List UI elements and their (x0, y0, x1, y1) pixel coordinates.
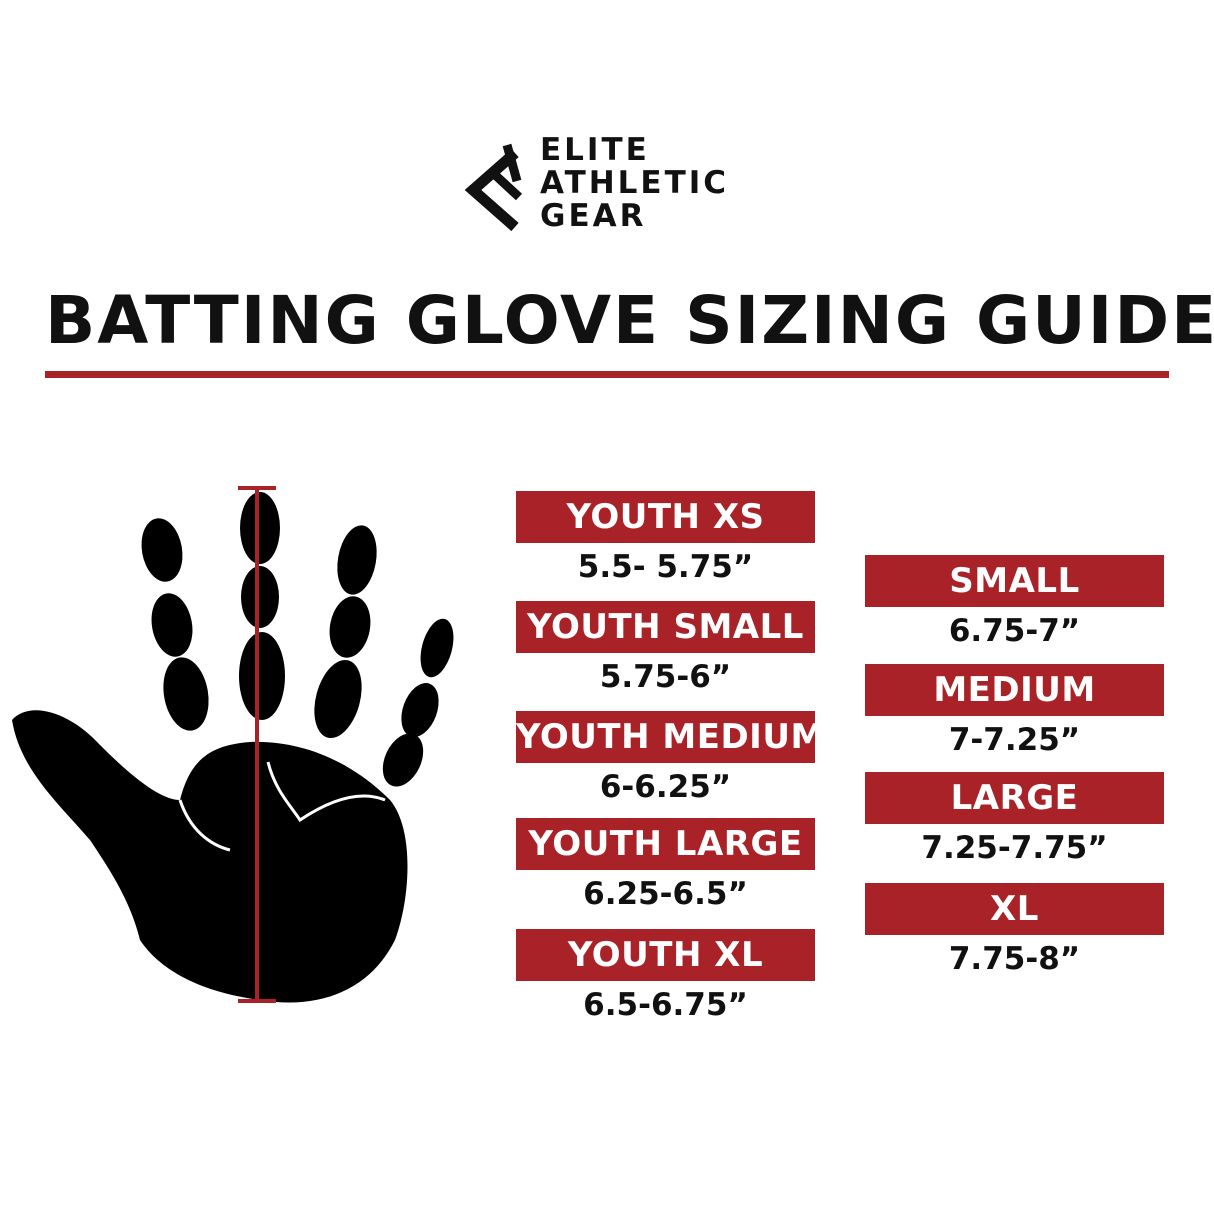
size-label-youth-small: YOUTH SMALL (516, 601, 815, 653)
size-label-xl: XL (865, 883, 1164, 935)
brand-line: ATHLETIC (540, 165, 730, 201)
brand-line: GEAR (540, 198, 647, 234)
page-title: BATTING GLOVE SIZING GUIDE (45, 282, 1214, 359)
size-label-small: SMALL (865, 555, 1164, 607)
brand-wordmark: ELITE ATHLETIC GEAR (540, 134, 729, 233)
title-underline (45, 371, 1169, 378)
size-label-medium: MEDIUM (865, 664, 1164, 716)
hand-icon (12, 486, 454, 1003)
size-range-youth-medium: 6-6.25” (599, 769, 732, 805)
size-label-youth-xs: YOUTH XS (516, 491, 815, 543)
brand-logo-icon (464, 143, 523, 232)
brand-line: ELITE (540, 132, 650, 168)
size-label-large: LARGE (865, 772, 1164, 824)
size-range-youth-large: 6.25-6.5” (583, 876, 748, 912)
size-label-youth-medium: YOUTH MEDIUM (516, 711, 824, 763)
size-range-xl: 7.75-8” (948, 941, 1081, 977)
size-range-small: 6.75-7” (948, 613, 1081, 649)
size-label-youth-large: YOUTH LARGE (516, 818, 815, 870)
size-label-youth-xl: YOUTH XL (516, 929, 815, 981)
size-range-youth-xs: 5.5- 5.75” (577, 549, 754, 585)
size-range-large: 7.25-7.75” (921, 830, 1108, 866)
size-range-medium: 7-7.25” (948, 722, 1081, 758)
size-range-youth-xl: 6.5-6.75” (583, 987, 748, 1023)
size-range-youth-small: 5.75-6” (599, 659, 732, 695)
